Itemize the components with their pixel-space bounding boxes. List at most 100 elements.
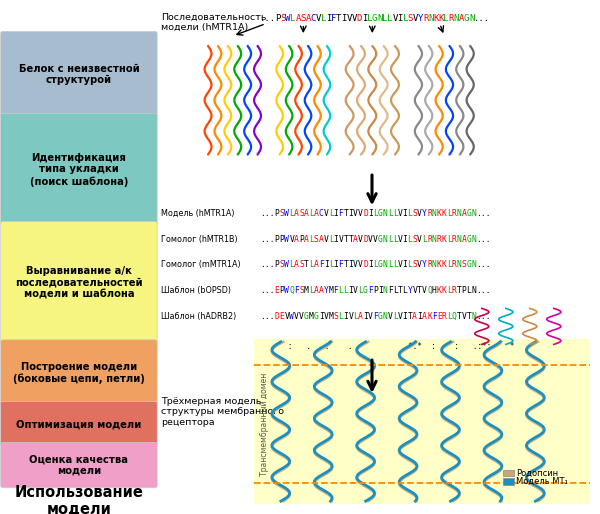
Text: V: V — [422, 286, 427, 295]
Text: G: G — [363, 286, 368, 295]
FancyBboxPatch shape — [1, 401, 157, 447]
Text: N: N — [383, 260, 388, 269]
Text: Y: Y — [324, 286, 329, 295]
Text: V: V — [324, 209, 329, 218]
Text: N: N — [432, 234, 437, 244]
Text: L: L — [388, 234, 392, 244]
Text: K: K — [438, 14, 443, 24]
Text: V: V — [417, 234, 422, 244]
Text: D: D — [356, 14, 362, 24]
Text: L: L — [289, 209, 294, 218]
Text: N: N — [383, 234, 388, 244]
Text: T: T — [343, 260, 349, 269]
Text: L: L — [447, 234, 452, 244]
Text: P: P — [299, 234, 304, 244]
Text: I: I — [368, 260, 373, 269]
Text: I: I — [403, 209, 407, 218]
Text: L: L — [403, 286, 407, 295]
Text: D: D — [275, 311, 280, 321]
Text: Белок с неизвестной
структурой: Белок с неизвестной структурой — [19, 64, 139, 85]
Text: V: V — [316, 14, 321, 24]
Text: G: G — [466, 209, 472, 218]
Text: N: N — [457, 209, 461, 218]
Text: G: G — [378, 234, 383, 244]
Text: L: L — [309, 234, 314, 244]
Text: K: K — [437, 286, 442, 295]
Text: V: V — [294, 311, 299, 321]
Text: L: L — [387, 14, 392, 24]
Text: T: T — [417, 286, 422, 295]
Text: W: W — [284, 286, 289, 295]
Text: A: A — [319, 234, 324, 244]
Text: V: V — [373, 234, 378, 244]
Text: W: W — [284, 209, 289, 218]
Text: G: G — [464, 14, 469, 24]
Text: K: K — [437, 209, 442, 218]
Text: V: V — [352, 14, 357, 24]
Text: L: L — [392, 286, 398, 295]
Text: N: N — [428, 14, 433, 24]
Text: Шаблон (bOPSD): Шаблон (bOPSD) — [161, 286, 231, 295]
Text: V: V — [417, 209, 422, 218]
Text: N: N — [383, 286, 388, 295]
Text: F: F — [331, 14, 337, 24]
Text: S: S — [280, 209, 284, 218]
Bar — [503, 478, 514, 485]
Text: Гомолог (mMTR1A): Гомолог (mMTR1A) — [161, 260, 241, 269]
Text: C: C — [319, 209, 324, 218]
Text: A: A — [353, 234, 358, 244]
Text: F: F — [373, 311, 378, 321]
Text: L: L — [403, 14, 408, 24]
Text: S: S — [301, 14, 306, 24]
Text: K: K — [442, 286, 447, 295]
Text: I: I — [417, 311, 422, 321]
FancyBboxPatch shape — [1, 340, 157, 406]
Text: E: E — [275, 286, 280, 295]
Text: R: R — [452, 260, 457, 269]
Text: R: R — [427, 260, 432, 269]
Text: K: K — [433, 14, 439, 24]
Text: R: R — [448, 14, 454, 24]
Text: A: A — [461, 209, 466, 218]
Text: N: N — [457, 234, 461, 244]
Text: T: T — [343, 234, 349, 244]
Text: K: K — [437, 260, 442, 269]
Text: M: M — [329, 311, 334, 321]
Text: Модель МТ₁: Модель МТ₁ — [516, 477, 568, 486]
Text: G: G — [378, 260, 383, 269]
Text: ...: ... — [476, 260, 491, 269]
Text: A: A — [358, 311, 363, 321]
Text: L: L — [422, 234, 427, 244]
Text: ...: ... — [260, 14, 276, 24]
Text: Y: Y — [422, 260, 427, 269]
Text: N: N — [472, 311, 476, 321]
Text: N: N — [469, 14, 474, 24]
Bar — [254, 339, 590, 504]
Text: N: N — [472, 286, 476, 295]
Text: N: N — [383, 311, 388, 321]
Text: S: S — [407, 14, 413, 24]
Text: I: I — [397, 14, 403, 24]
Text: M: M — [304, 286, 309, 295]
Text: G: G — [378, 311, 383, 321]
Text: A: A — [294, 260, 299, 269]
Text: T: T — [304, 260, 309, 269]
Text: L: L — [392, 234, 398, 244]
Text: A: A — [314, 260, 319, 269]
Text: Идентификация
типа укладки
(поиск шаблона): Идентификация типа укладки (поиск шаблон… — [30, 153, 128, 187]
Text: V: V — [398, 209, 403, 218]
Text: Выравнивание а/к
последовательностей
модели и шаблона: Выравнивание а/к последовательностей мод… — [15, 266, 143, 299]
Text: Трансмембранный домен: Трансмембранный домен — [260, 372, 269, 476]
Text: T: T — [457, 286, 461, 295]
Text: A: A — [304, 209, 309, 218]
Text: I: I — [341, 14, 347, 24]
Text: V: V — [392, 14, 398, 24]
Text: L: L — [447, 209, 452, 218]
Text: V: V — [353, 286, 358, 295]
Text: Y: Y — [407, 286, 412, 295]
FancyBboxPatch shape — [1, 443, 157, 488]
Text: I: I — [362, 14, 367, 24]
Text: A: A — [294, 234, 299, 244]
Text: D: D — [363, 234, 368, 244]
Text: V: V — [346, 14, 352, 24]
